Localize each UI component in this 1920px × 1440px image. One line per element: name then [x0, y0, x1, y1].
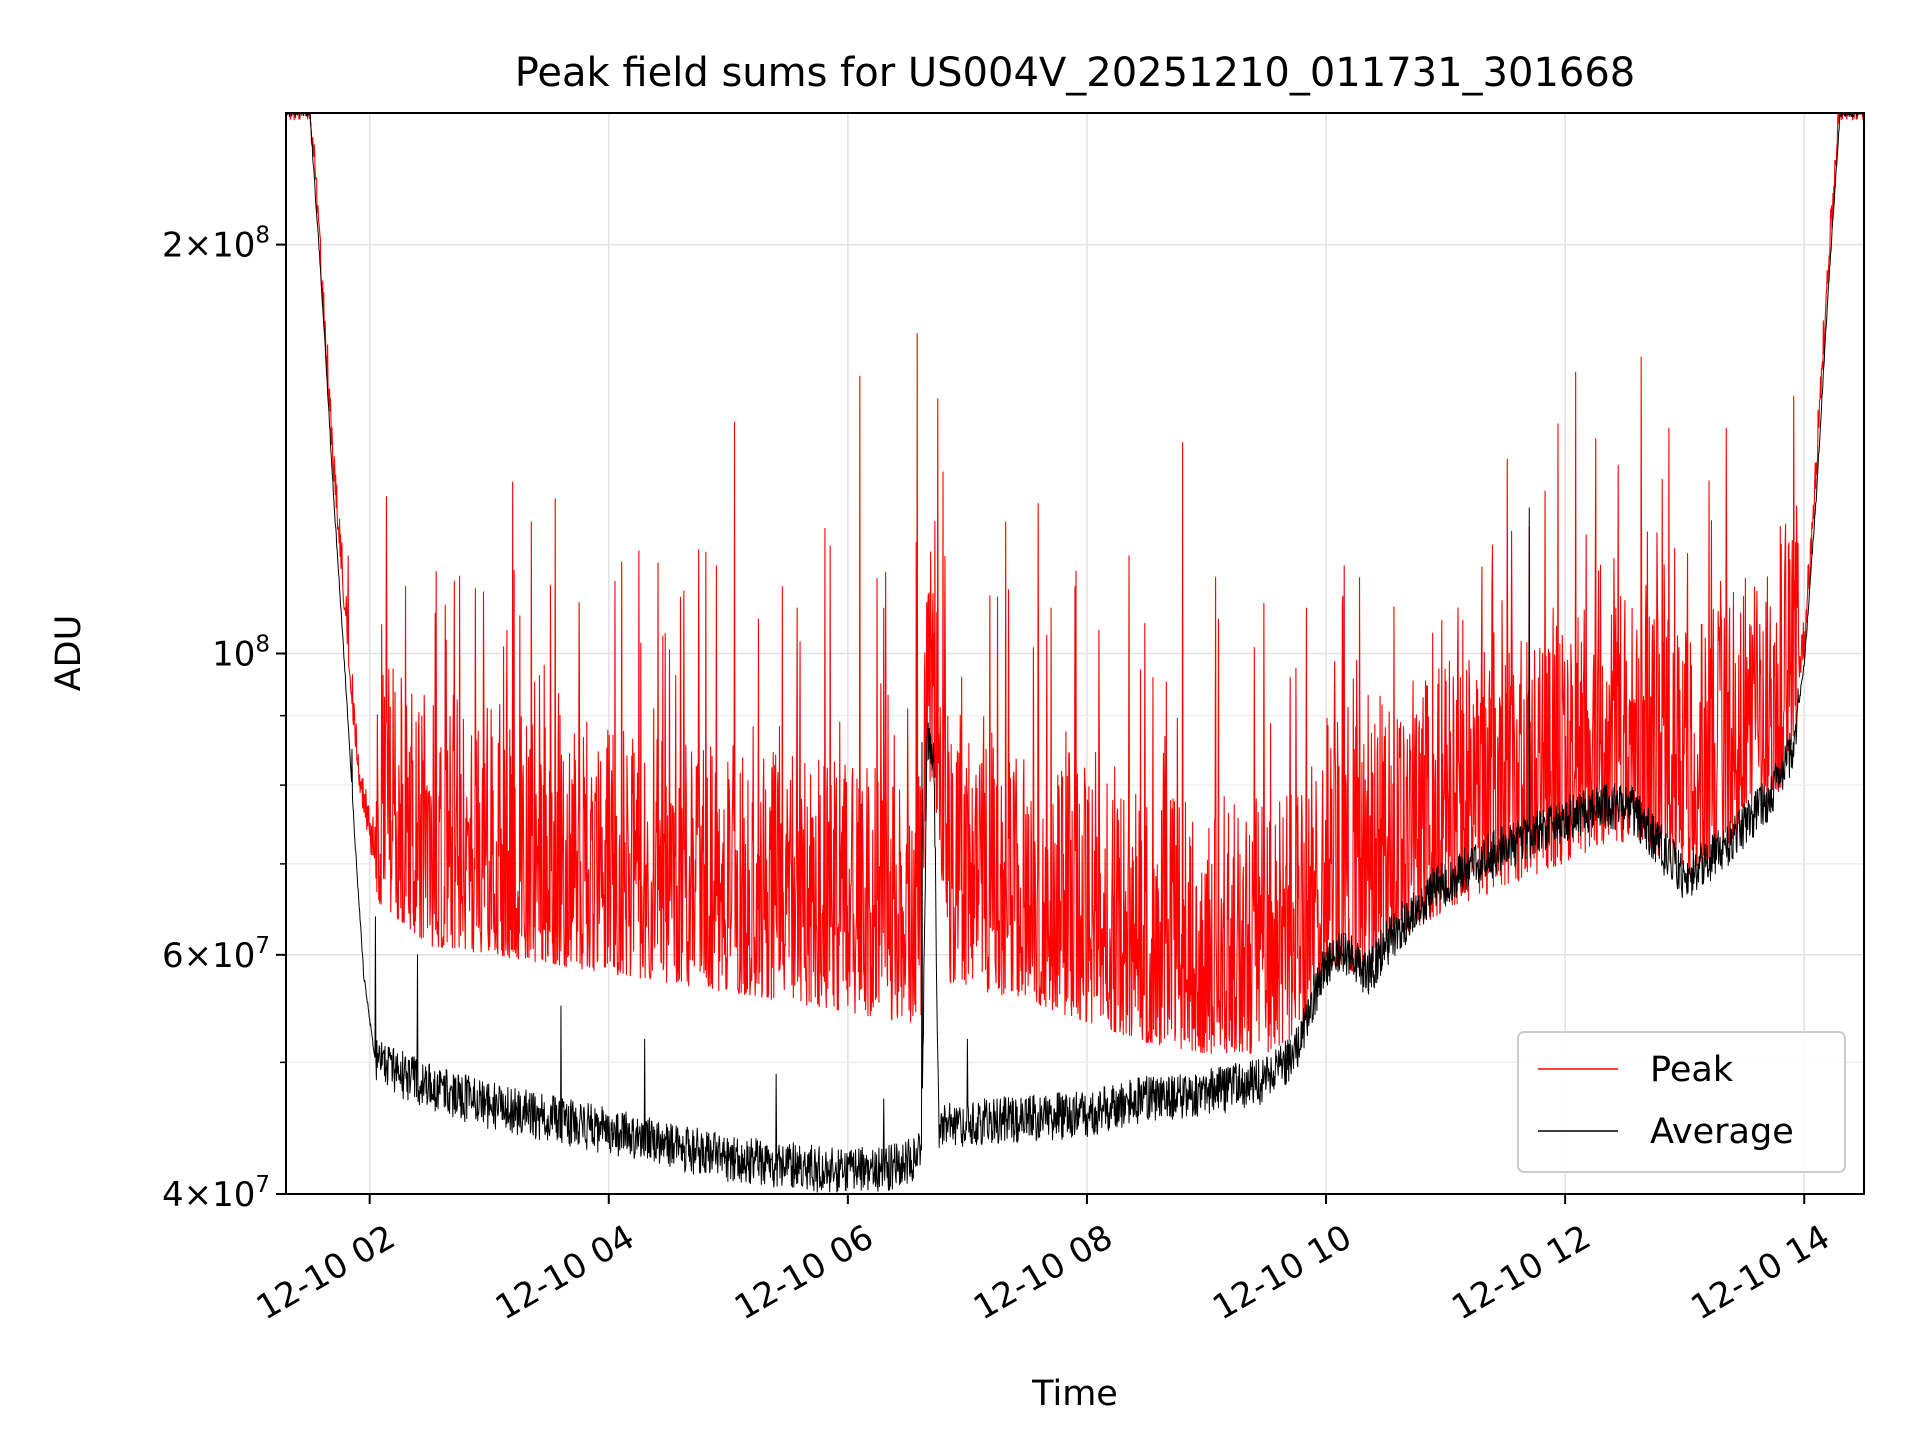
series-line-average	[286, 113, 1864, 1193]
legend-label-average: Average	[1650, 1112, 1794, 1152]
y-tick-label: 6×107	[162, 933, 270, 976]
y-tick-label: 2×108	[162, 223, 270, 266]
series-layer	[286, 113, 1864, 1193]
series-line-peak	[286, 113, 1864, 1054]
x-axis-label: Time	[1031, 1374, 1118, 1414]
legend-label-peak: Peak	[1650, 1050, 1734, 1090]
y-tick-label: 4×107	[162, 1172, 270, 1215]
y-axis-label: ADU	[49, 615, 89, 692]
chart-title: Peak field sums for US004V_20251210_0117…	[515, 50, 1636, 96]
legend: Peak Average	[1517, 1031, 1846, 1173]
y-tick-label: 108	[212, 632, 270, 675]
y-axis: 4×107 6×107 108 2×108	[162, 223, 286, 1215]
legend-box	[1517, 1031, 1846, 1173]
